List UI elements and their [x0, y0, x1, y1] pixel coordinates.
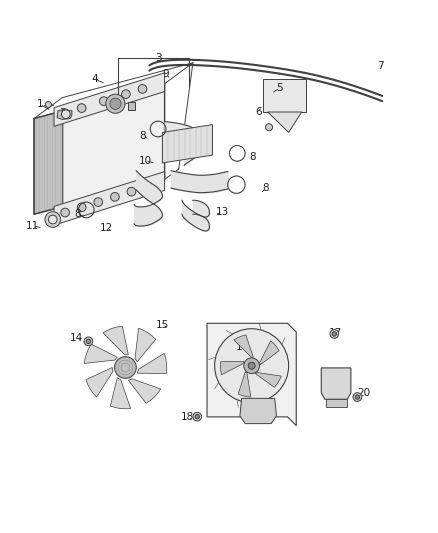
Polygon shape [137, 353, 167, 374]
Text: 7: 7 [377, 61, 383, 71]
Circle shape [45, 212, 60, 228]
Text: 13: 13 [216, 207, 229, 216]
Text: 8: 8 [140, 131, 146, 141]
Text: 2: 2 [59, 108, 66, 118]
Text: 16: 16 [237, 342, 250, 352]
Circle shape [61, 109, 70, 118]
Text: 3: 3 [155, 53, 161, 63]
Polygon shape [260, 341, 279, 365]
Circle shape [86, 339, 91, 344]
Text: 20: 20 [357, 387, 370, 398]
Circle shape [244, 358, 259, 374]
Circle shape [110, 192, 119, 201]
Polygon shape [84, 344, 117, 364]
Circle shape [115, 357, 136, 378]
Polygon shape [63, 84, 165, 207]
Circle shape [138, 85, 147, 93]
Text: 17: 17 [329, 328, 342, 337]
Text: 1: 1 [36, 99, 43, 109]
Circle shape [248, 362, 255, 369]
Polygon shape [110, 378, 131, 409]
Circle shape [330, 329, 339, 338]
Text: 18: 18 [181, 412, 194, 422]
Circle shape [332, 332, 336, 336]
Polygon shape [220, 361, 244, 375]
Circle shape [78, 203, 86, 212]
Circle shape [106, 94, 125, 114]
Text: 5: 5 [277, 83, 283, 93]
Polygon shape [234, 335, 253, 357]
Polygon shape [54, 172, 165, 225]
Circle shape [61, 208, 70, 217]
Polygon shape [240, 398, 276, 424]
Polygon shape [262, 79, 306, 112]
Text: 6: 6 [255, 107, 261, 117]
Polygon shape [162, 125, 212, 163]
Polygon shape [86, 367, 113, 397]
Polygon shape [128, 102, 135, 110]
Polygon shape [135, 328, 156, 362]
Polygon shape [128, 379, 161, 403]
Text: 12: 12 [100, 223, 113, 233]
Polygon shape [103, 326, 128, 355]
Text: 8: 8 [250, 152, 256, 162]
Text: 8: 8 [74, 209, 81, 219]
Circle shape [94, 198, 102, 206]
Text: 9: 9 [162, 69, 169, 79]
Circle shape [193, 413, 201, 421]
Circle shape [110, 98, 121, 109]
Polygon shape [238, 372, 251, 397]
Circle shape [215, 329, 289, 403]
Polygon shape [34, 111, 63, 214]
Text: 4: 4 [92, 75, 98, 84]
Circle shape [78, 104, 86, 112]
Text: 8: 8 [263, 183, 269, 193]
Polygon shape [57, 111, 72, 119]
Circle shape [265, 124, 272, 131]
Text: 11: 11 [26, 221, 39, 231]
Polygon shape [325, 399, 346, 407]
Text: 10: 10 [138, 156, 152, 166]
Circle shape [353, 393, 362, 401]
Text: 19: 19 [325, 376, 338, 386]
Text: 14: 14 [70, 333, 83, 343]
Polygon shape [321, 368, 351, 399]
Circle shape [84, 337, 93, 346]
Circle shape [99, 97, 108, 106]
Polygon shape [54, 73, 165, 126]
Circle shape [61, 110, 70, 118]
Circle shape [122, 90, 130, 99]
Text: 15: 15 [156, 320, 169, 330]
Circle shape [46, 102, 51, 108]
Circle shape [127, 187, 136, 196]
Polygon shape [268, 112, 302, 133]
Circle shape [48, 215, 57, 224]
Circle shape [355, 395, 360, 399]
Polygon shape [255, 373, 281, 387]
Polygon shape [207, 324, 296, 425]
Circle shape [195, 415, 199, 419]
